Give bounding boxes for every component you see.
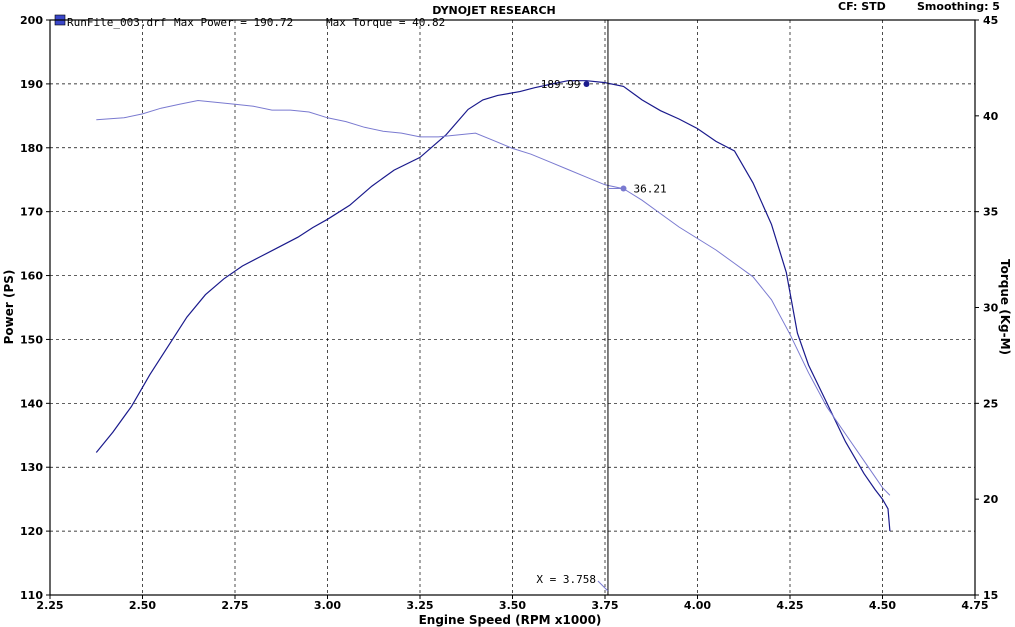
torque-marker <box>620 185 627 192</box>
x-tick-label: 3.75 <box>591 599 618 612</box>
y-tick-label: 200 <box>20 14 43 27</box>
x-tick-label: 4.50 <box>869 599 896 612</box>
y-tick-label: 110 <box>20 589 43 602</box>
x-tick-label: 4.75 <box>961 599 988 612</box>
cursor-pointer <box>597 580 609 592</box>
y2-tick-label: 25 <box>983 397 998 410</box>
x-tick-label: 3.25 <box>406 599 433 612</box>
y-tick-label: 120 <box>20 525 43 538</box>
series-line-power <box>95 80 891 532</box>
x-tick-label: 3.50 <box>499 599 526 612</box>
y2-tick-label: 20 <box>983 493 999 506</box>
y-tick-label: 140 <box>20 397 43 410</box>
y-tick-label: 180 <box>20 142 43 155</box>
legend-max-torque: Max Torque = 40.82 <box>326 16 445 29</box>
axis-ticks: 2.25 2.50 2.75 3.00 3.25 3.50 3.75 4.00 4.25 4.50… <box>20 14 999 612</box>
cf-label: CF: STD <box>838 0 886 13</box>
smoothing-label: Smoothing: 5 <box>917 0 1000 13</box>
cursor-label: X = 3.758 <box>536 573 596 586</box>
y-tick-label: 190 <box>20 78 43 91</box>
x-tick-label: 2.25 <box>36 599 63 612</box>
x-tick-label: 4.00 <box>684 599 711 612</box>
y2-tick-label: 35 <box>983 206 998 219</box>
series-lines <box>95 80 891 532</box>
y2-tick-label: 15 <box>983 589 998 602</box>
legend-run-file: RunFile_003.drf <box>67 16 166 29</box>
x-tick-label: 3.00 <box>314 599 341 612</box>
legend-max-power: Max Power = 190.72 <box>174 16 293 29</box>
power-marker-label: 189.99 <box>541 78 581 91</box>
y2-tick-label: 40 <box>983 110 999 123</box>
y-tick-label: 150 <box>20 333 43 346</box>
y2-axis-title: Torque (Kg-M) <box>998 259 1012 355</box>
x-tick-label: 2.50 <box>129 599 156 612</box>
y2-tick-label: 45 <box>983 14 998 27</box>
y-axis-title: Power (PS) <box>2 270 16 345</box>
annotations: X = 3.758 189.99 36.21 <box>536 20 667 595</box>
torque-marker-label: 36.21 <box>634 182 667 195</box>
x-tick-label: 4.25 <box>776 599 803 612</box>
chart-title: DYNOJET RESEARCH <box>432 4 555 17</box>
x-axis-title: Engine Speed (RPM x1000) <box>419 613 602 627</box>
power-marker <box>583 80 590 87</box>
x-tick-label: 2.75 <box>221 599 248 612</box>
y-tick-label: 130 <box>20 461 43 474</box>
y-tick-label: 160 <box>20 270 43 283</box>
y2-tick-label: 30 <box>983 302 999 315</box>
series-line-torque <box>96 99 891 496</box>
y-tick-label: 170 <box>20 206 43 219</box>
